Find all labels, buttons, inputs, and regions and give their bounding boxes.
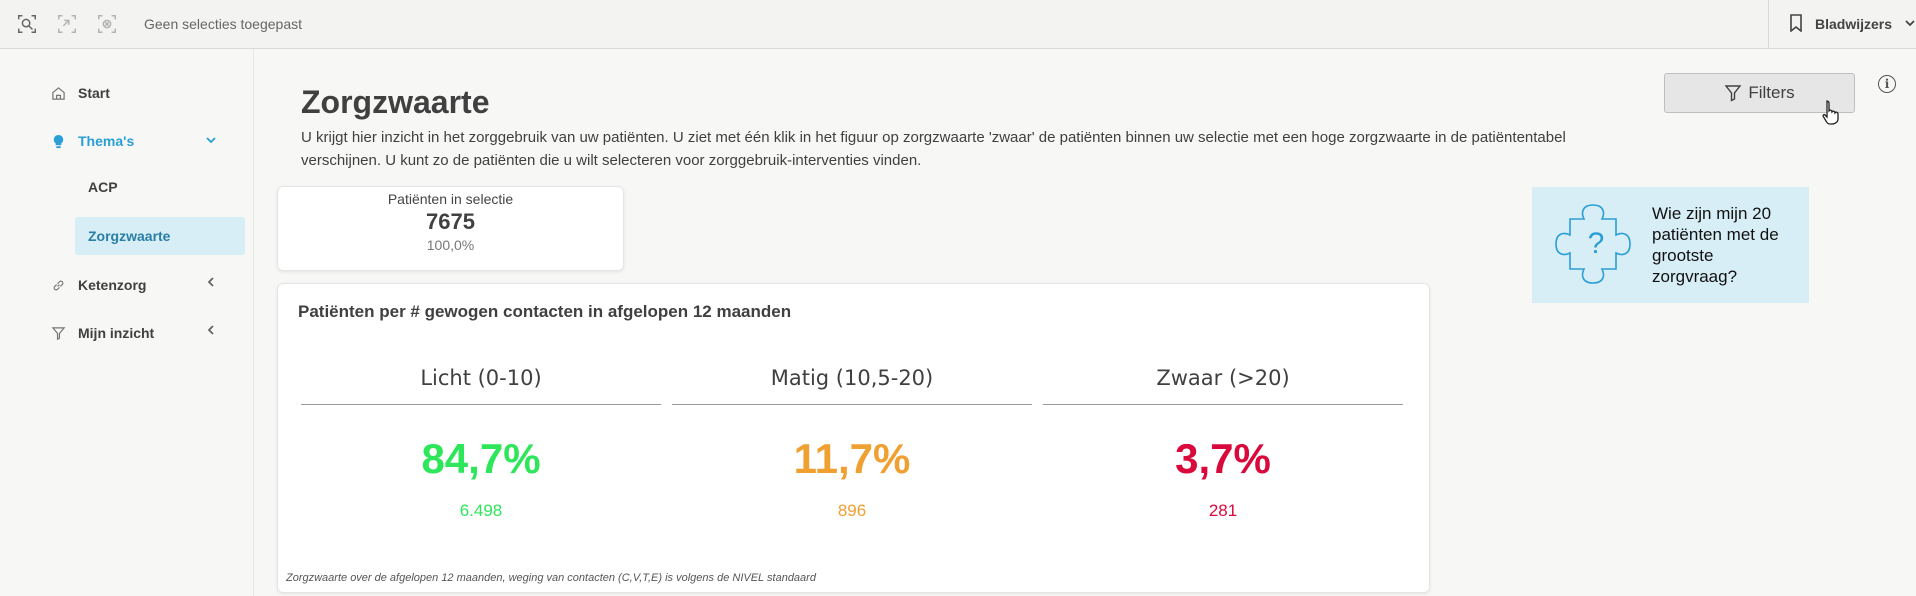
category-moderate[interactable]: Matig (10,5-20) 11,7% 896 (672, 366, 1032, 521)
sidebar-item-start[interactable]: Start (50, 85, 110, 101)
top-patients-button[interactable]: ? Wie zijn mijn 20 patiënten met de groo… (1532, 187, 1809, 303)
page-intro: U krijgt hier inzicht in het zorggebruik… (301, 129, 1566, 169)
sidebar-subitem-zorgzwaarte[interactable]: Zorgzwaarte (75, 217, 245, 255)
care-intensity-chart: Patiënten per # gewogen contacten in afg… (277, 283, 1430, 593)
puzzle-question-icon: ? (1555, 204, 1631, 284)
sidebar-item-label: Start (78, 85, 110, 101)
sidebar-item-label: Mijn inzicht (78, 325, 155, 341)
kpi-percentage: 100,0% (426, 237, 475, 253)
kpi-value: 7675 (426, 209, 475, 234)
category-label: Zwaar (>20) (1043, 366, 1403, 405)
kpi-label: Patiënten in selectie (387, 191, 514, 207)
filter-icon (50, 325, 66, 341)
chart-title: Patiënten per # gewogen contacten in afg… (298, 302, 792, 321)
category-percentage: 84,7% (421, 435, 541, 482)
category-count: 6.498 (459, 501, 503, 520)
filters-button[interactable]: Filters (1664, 73, 1855, 113)
bookmarks-label: Bladwijzers (1815, 16, 1893, 32)
selection-status: Geen selecties toegepast (144, 16, 302, 32)
chevron-left-icon[interactable] (205, 323, 217, 335)
sidebar-subitem-label: Zorgzwaarte (88, 228, 171, 244)
page-title: Zorgzwaarte (301, 84, 490, 120)
bookmarks-button[interactable]: Bladwijzers (1768, 0, 1916, 48)
category-count: 281 (1208, 501, 1238, 520)
smart-search-icon[interactable] (14, 11, 40, 37)
top-patients-question: Wie zijn mijn 20 patiënten met de groots… (1652, 204, 1779, 286)
home-icon (50, 85, 66, 101)
category-count: 896 (837, 501, 867, 520)
filters-label: Filters (1748, 83, 1795, 102)
clear-selections-icon[interactable] (94, 11, 120, 37)
sidebar-item-label: Ketenzorg (78, 277, 147, 293)
hand-cursor-icon (1822, 100, 1839, 125)
link-icon (50, 277, 66, 293)
sidebar-item-label: Thema's (78, 133, 135, 149)
sidebar-item-ketenzorg[interactable]: Ketenzorg (50, 277, 146, 293)
category-light[interactable]: Licht (0-10) 84,7% 6.498 (301, 366, 661, 521)
chart-footnote: Zorgzwaarte over de afgelopen 12 maanden… (286, 572, 816, 584)
sidebar-item-themas[interactable]: Thema's (50, 133, 220, 149)
info-icon[interactable]: i (1878, 75, 1896, 93)
lightbulb-icon (50, 133, 66, 149)
chevron-left-icon[interactable] (205, 275, 217, 287)
filter-icon (1724, 85, 1742, 102)
category-percentage: 3,7% (1175, 435, 1271, 482)
category-label: Matig (10,5-20) (672, 366, 1032, 405)
sidebar-subitem-acp[interactable]: ACP (75, 168, 245, 206)
sidebar-item-mijn-inzicht[interactable]: Mijn inzicht (50, 325, 154, 341)
category-heavy[interactable]: Zwaar (>20) 3,7% 281 (1043, 366, 1403, 521)
category-label: Licht (0-10) (301, 366, 661, 405)
main-content: Zorgzwaarte U krijgt hier inzicht in het… (255, 49, 1916, 596)
step-back-icon[interactable] (54, 11, 80, 37)
bookmark-icon (1789, 13, 1803, 35)
kpi-patients-in-selection[interactable]: Patiënten in selectie 7675 100,0% (277, 186, 624, 271)
sidebar: Start Thema's ACP Zorgzwaarte Ketenzorg … (0, 49, 254, 596)
chevron-down-icon (1904, 16, 1916, 32)
sidebar-subitem-label: ACP (88, 179, 118, 195)
chevron-down-icon[interactable] (205, 133, 217, 145)
category-percentage: 11,7% (793, 435, 911, 482)
svg-text:?: ? (1588, 227, 1605, 260)
top-toolbar: Geen selecties toegepast Bladwijzers (0, 0, 1916, 49)
